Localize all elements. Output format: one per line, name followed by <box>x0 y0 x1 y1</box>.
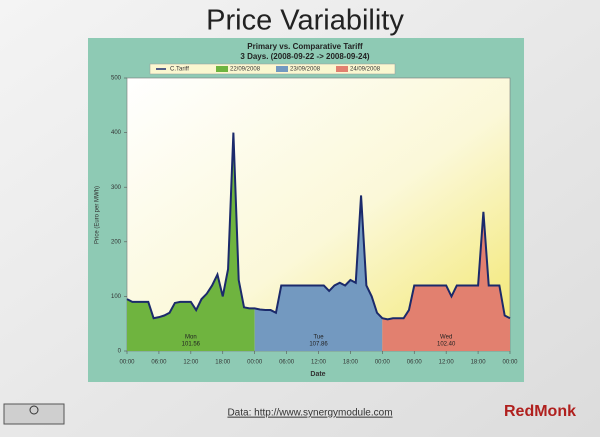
x-tick-label: 06:00 <box>407 360 423 366</box>
x-tick-label: 00:00 <box>502 360 518 366</box>
legend-swatch <box>276 66 288 72</box>
area-label: Mon <box>185 335 197 341</box>
legend-swatch <box>336 66 348 72</box>
line <box>126 132 511 321</box>
legend <box>149 63 396 75</box>
x-tick-label: 00:00 <box>119 360 135 366</box>
x-tick-label: 18:00 <box>471 360 487 366</box>
area-value-label: 101.56 <box>182 342 201 348</box>
footer-link[interactable]: Data: http://www.synergymodule.com <box>227 408 392 419</box>
cc-icon <box>29 405 39 415</box>
y-tick-label: 200 <box>111 239 122 245</box>
area-value-label: 107.86 <box>309 342 328 348</box>
y-tick-label: 100 <box>111 294 122 300</box>
legend-label: 23/09/2008 <box>290 67 321 73</box>
area-value-label: 102.40 <box>437 342 456 348</box>
x-tick-label: 00:00 <box>375 360 391 366</box>
legend-label: C.Tariff <box>170 67 189 73</box>
x-tick-label: 12:00 <box>439 360 455 366</box>
logo: RedMonk <box>504 403 576 420</box>
x-tick-label: 06:00 <box>279 360 295 366</box>
y-tick-label: 300 <box>111 185 122 191</box>
x-tick-label: 12:00 <box>311 360 327 366</box>
x-tick-label: 06:00 <box>151 360 167 366</box>
area-label: Wed <box>440 335 452 341</box>
area <box>254 195 383 351</box>
y-tick-label: 0 <box>118 349 122 355</box>
chart-subtitle: 3 Days. (2008-09-22 -> 2008-09-24) <box>240 52 370 61</box>
slide-title: Price Variability <box>206 5 404 37</box>
y-tick-label: 500 <box>111 76 122 82</box>
x-tick-label: 12:00 <box>183 360 199 366</box>
legend-label: 22/09/2008 <box>230 67 261 73</box>
legend-swatch <box>216 66 228 72</box>
area-label: Tue <box>313 335 324 341</box>
x-tick-label: 18:00 <box>215 360 231 366</box>
legend-label: 24/09/2008 <box>350 67 381 73</box>
x-axis-label: Date <box>310 371 325 378</box>
x-tick-label: 18:00 <box>343 360 359 366</box>
area <box>382 211 510 351</box>
x-tick-label: 00:00 <box>247 360 263 366</box>
y-axis-label: Price (Euro per MWh) <box>95 186 101 244</box>
y-tick-label: 400 <box>111 130 122 136</box>
chart-title: Primary vs. Comparative Tariff <box>247 42 363 51</box>
